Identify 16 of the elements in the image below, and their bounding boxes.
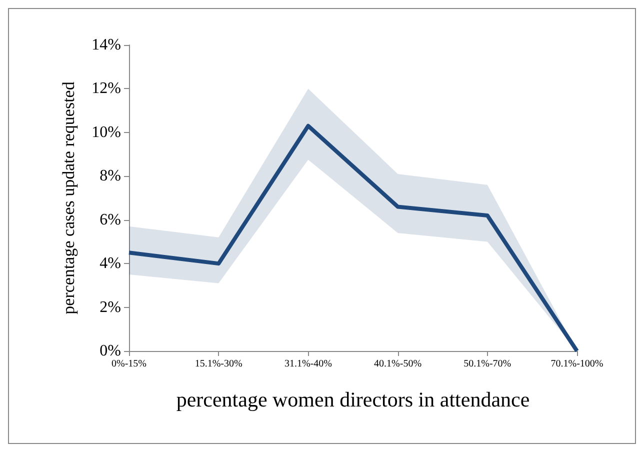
x-tick-label: 31.1%-40%: [284, 358, 332, 370]
x-tick-label: 0%-15%: [112, 358, 146, 370]
y-tick-label: 12%: [92, 80, 121, 98]
y-tick-label: 10%: [92, 124, 121, 141]
y-tick-label: 14%: [92, 36, 121, 54]
x-tick-label: 15.1%-30%: [194, 358, 242, 370]
y-tick-label: 8%: [100, 168, 121, 185]
y-tick-label: 4%: [100, 255, 121, 272]
y-tick-label: 2%: [100, 298, 121, 316]
x-tick-label: 50.1%-70%: [464, 358, 512, 370]
y-tick-label: 0%: [100, 342, 121, 360]
x-axis-title: percentage women directors in attendance: [176, 388, 530, 412]
x-tick-label: 40.1%-50%: [374, 358, 422, 370]
x-tick-label: 70.1%-100%: [550, 358, 604, 370]
y-tick-label: 6%: [100, 211, 121, 228]
y-axis-title: percentage cases update requested: [59, 81, 78, 314]
